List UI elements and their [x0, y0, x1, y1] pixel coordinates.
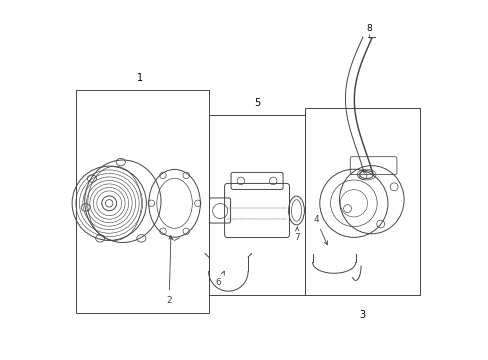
Bar: [305, 108, 419, 295]
Text: 5: 5: [253, 98, 260, 108]
Text: 3: 3: [359, 310, 365, 320]
Bar: [208, 116, 305, 295]
Text: 4: 4: [313, 215, 327, 245]
Text: 7: 7: [294, 227, 300, 242]
Text: 2: 2: [166, 236, 172, 305]
Bar: [76, 90, 208, 313]
Text: 6: 6: [215, 271, 224, 287]
Text: 1: 1: [137, 73, 143, 83]
Text: 8: 8: [366, 24, 371, 33]
